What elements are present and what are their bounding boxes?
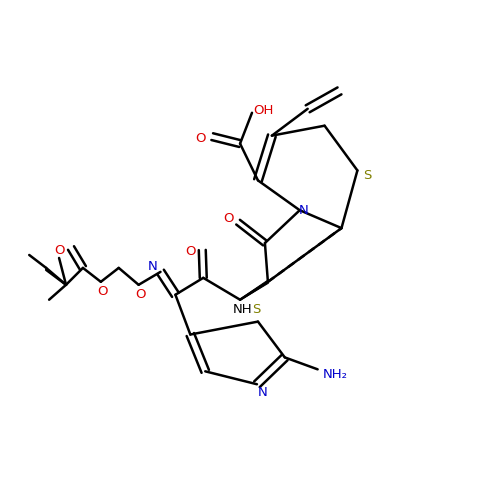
Text: O: O xyxy=(54,244,64,256)
Text: N: N xyxy=(258,386,268,398)
Text: S: S xyxy=(363,169,372,182)
Text: O: O xyxy=(223,212,234,224)
Text: OH: OH xyxy=(254,104,274,118)
Text: O: O xyxy=(98,286,108,298)
Text: N: N xyxy=(299,204,308,216)
Text: O: O xyxy=(185,246,196,258)
Text: NH: NH xyxy=(233,303,253,316)
Text: N: N xyxy=(148,260,158,274)
Text: O: O xyxy=(195,132,205,145)
Text: NH₂: NH₂ xyxy=(323,368,348,381)
Text: O: O xyxy=(136,288,146,301)
Text: S: S xyxy=(252,303,260,316)
